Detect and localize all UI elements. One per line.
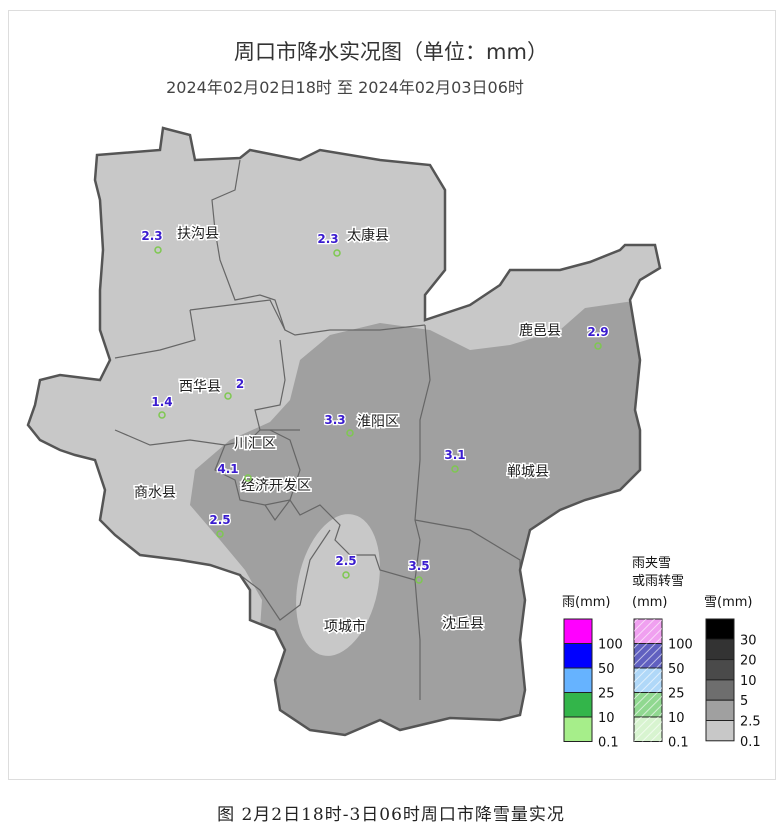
station-value: 1.4 — [151, 395, 172, 409]
legend-tick: 25 — [598, 687, 615, 702]
station-marker — [415, 576, 423, 584]
legend-hatch — [634, 643, 662, 668]
station-value: 2.9 — [587, 325, 608, 339]
station-value: 2.3 — [317, 232, 338, 246]
legend-hatch — [634, 668, 662, 693]
legend-swatch — [563, 716, 593, 742]
station-value: 2.3 — [141, 229, 162, 243]
legend-tick: 100 — [668, 638, 693, 653]
county-label: 西华县 — [179, 379, 221, 395]
legend-tick: 20 — [740, 654, 757, 669]
station-marker — [224, 392, 232, 400]
county-label: 扶沟县 — [177, 226, 219, 242]
legend-swatch — [705, 659, 735, 681]
county-label: 川汇区 — [234, 436, 276, 452]
station-marker — [451, 465, 459, 473]
legend-title: (mm) — [632, 595, 667, 610]
county-boundaries — [114, 159, 521, 700]
county-label: 沈丘县 — [442, 616, 484, 632]
legend-tick: 30 — [740, 633, 757, 648]
legend-swatch — [563, 643, 593, 669]
legend-tick: 5 — [740, 694, 748, 709]
legend-hatch — [634, 619, 662, 644]
legend-tick: 10 — [598, 711, 615, 726]
legend-tick: 0.1 — [668, 736, 689, 751]
legend-tick: 10 — [740, 674, 757, 689]
county-label: 郸城县 — [507, 464, 549, 480]
legend-title: 雨(mm) — [562, 595, 610, 610]
station-value: 3.1 — [444, 448, 465, 462]
county-label: 商水县 — [134, 485, 176, 501]
legend-tick: 50 — [668, 662, 685, 677]
station-marker — [154, 246, 162, 254]
station-marker — [333, 249, 341, 257]
figure-caption: 图 2月2日18时-3日06时周口市降雪量实况 — [217, 805, 565, 825]
station-marker — [594, 342, 602, 350]
legend-hatch — [634, 692, 662, 717]
legend-tick: 0.1 — [740, 735, 761, 750]
legend-tick: 0.1 — [598, 736, 619, 751]
legend-title: 或雨转雪 — [632, 574, 684, 589]
legend-tick: 10 — [668, 711, 685, 726]
legend-swatch — [705, 720, 735, 742]
legend-swatch — [563, 667, 593, 693]
station-value: 3.5 — [408, 559, 429, 573]
county-label: 经济开发区 — [241, 478, 311, 494]
county-label: 项城市 — [324, 618, 366, 635]
legend-swatch — [705, 699, 735, 722]
station-marker — [216, 530, 224, 538]
county-label: 淮阳区 — [357, 414, 399, 430]
station-marker — [244, 474, 252, 482]
legend-title: 雪(mm) — [704, 595, 752, 610]
city-outline — [26, 126, 662, 737]
station-marker — [346, 429, 354, 437]
map-subtitle: 2024年02月02日18时 至 2024年02月03日06时 — [166, 78, 524, 97]
legend-tick: 25 — [668, 687, 685, 702]
station-marker — [342, 571, 350, 579]
legend-tick: 50 — [598, 662, 615, 677]
legend-swatch — [563, 618, 593, 644]
legend-swatch — [705, 679, 735, 701]
legend: 雨(mm) 100 50 25 10 0.1 (mm) 100 50 25 10 0.1 雨夹雪或雨转雪… — [562, 556, 761, 751]
station-value: 2.5 — [209, 513, 230, 527]
station-marker — [158, 411, 166, 419]
legend-tick: 2.5 — [740, 715, 761, 730]
station-value: 2.5 — [335, 554, 356, 568]
station-value: 3.3 — [324, 413, 345, 427]
legend-tick: 100 — [598, 638, 623, 653]
station-value: 4.1 — [217, 462, 238, 476]
legend-swatch — [563, 692, 593, 718]
legend-title: 雨夹雪 — [632, 556, 671, 571]
station-value: 2 — [236, 377, 244, 391]
county-label: 鹿邑县 — [519, 322, 561, 339]
map-title: 周口市降水实况图（单位：mm） — [234, 40, 548, 64]
legend-hatch — [634, 717, 662, 742]
county-label: 太康县 — [347, 227, 389, 244]
legend-swatch — [705, 618, 735, 640]
legend-swatch — [705, 638, 735, 661]
